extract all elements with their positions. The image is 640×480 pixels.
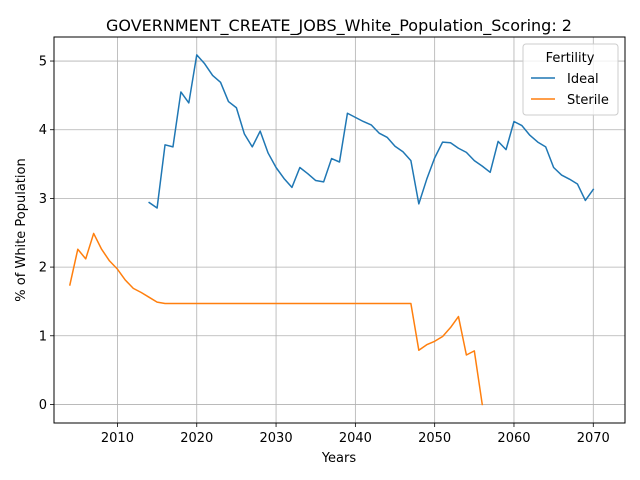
- y-tick-label: 2: [39, 261, 47, 276]
- chart-title: GOVERNMENT_CREATE_JOBS_White_Population_…: [106, 16, 572, 36]
- grid: [54, 37, 625, 423]
- x-tick-label: 2070: [577, 431, 610, 446]
- legend-label-sterile: Sterile: [567, 93, 609, 108]
- x-tick-label: 2050: [418, 431, 451, 446]
- series-sterile: [68, 232, 484, 406]
- legend-box: [522, 43, 619, 116]
- x-tick-label: 2020: [180, 431, 213, 446]
- plot-frame: [53, 36, 626, 424]
- y-tick-label: 4: [39, 123, 47, 138]
- legend-label-ideal: Ideal: [567, 72, 599, 87]
- x-tick-label: 2060: [497, 431, 530, 446]
- x-axis-label: Years: [321, 451, 357, 466]
- y-axis-label: % of White Population: [14, 158, 29, 301]
- series-line-ideal: [148, 54, 595, 209]
- y-tick-label: 1: [39, 329, 47, 344]
- legend-title: Fertility: [546, 51, 595, 66]
- y-tick-label: 5: [39, 55, 47, 70]
- x-tick-label: 2040: [339, 431, 372, 446]
- y-tick-label: 3: [39, 192, 47, 207]
- y-tick-label: 0: [39, 398, 47, 413]
- series-lines: [68, 54, 595, 406]
- x-tick-label: 2030: [260, 431, 293, 446]
- legend: Fertility Ideal Sterile: [522, 43, 619, 116]
- series-line-sterile: [68, 232, 484, 406]
- ticks: 2010 2020 2030 2040 2050 2060 2070 0 1 2 3 4 5: [39, 55, 610, 446]
- series-ideal: [148, 54, 595, 209]
- x-tick-label: 2010: [101, 431, 134, 446]
